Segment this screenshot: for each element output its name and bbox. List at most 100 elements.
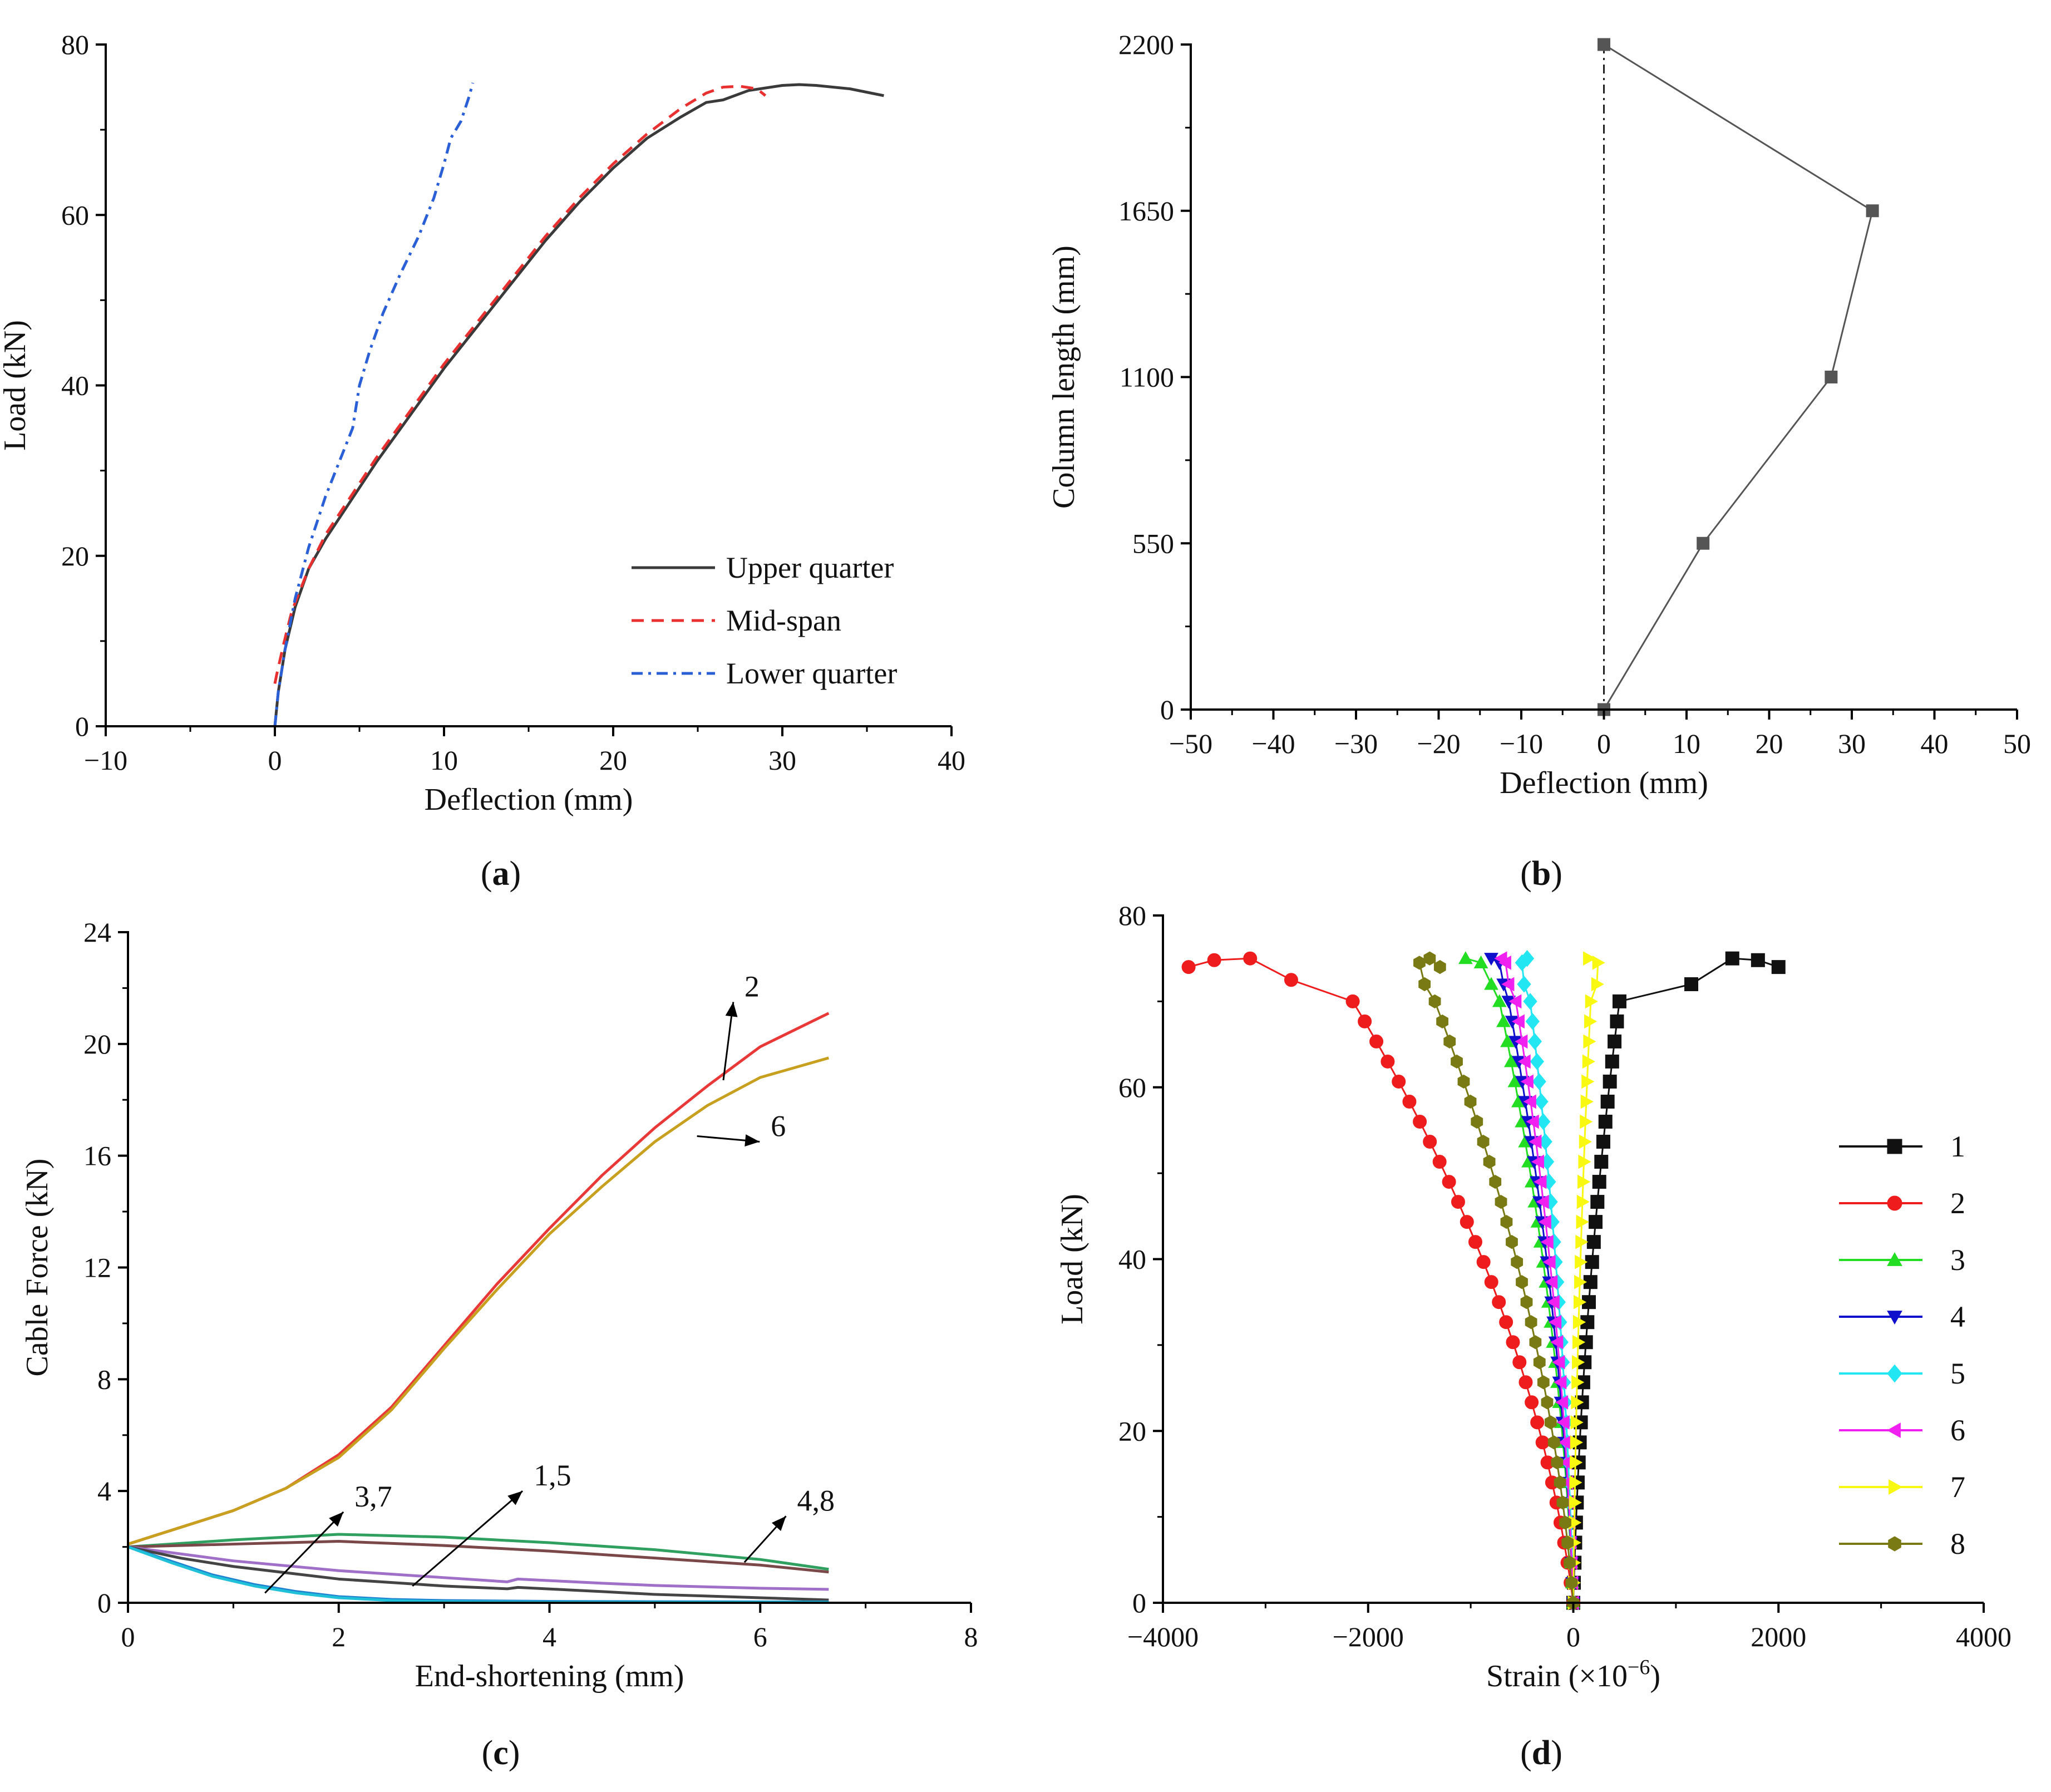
x-axis-label: Strain (×10−6) — [1486, 1656, 1660, 1693]
data-point-marker — [1544, 1415, 1557, 1430]
legend-marker — [1887, 1195, 1902, 1211]
data-point-marker — [1580, 1094, 1594, 1109]
data-point-marker — [1520, 1295, 1533, 1309]
data-point-marker — [1592, 1175, 1606, 1189]
series-line-1-5-lower- — [127, 1545, 829, 1602]
data-point-marker — [1500, 1034, 1515, 1047]
data-point-marker — [1564, 1555, 1576, 1570]
data-point-marker — [1489, 1174, 1502, 1189]
x-axis-label-sup: −6 — [1628, 1656, 1650, 1679]
data-point-marker — [1583, 951, 1596, 966]
data-point-marker — [1532, 1073, 1546, 1090]
annotation-label: 6 — [771, 1110, 786, 1143]
data-point-marker — [1516, 1275, 1528, 1289]
data-point-marker — [1540, 1234, 1554, 1249]
data-point-marker — [1571, 1375, 1585, 1390]
data-point-marker — [1561, 1535, 1574, 1550]
data-point-marker — [1418, 977, 1431, 992]
data-point-marker — [1523, 993, 1537, 1010]
panel-label-letter: d — [1532, 1734, 1551, 1772]
data-point-marker — [1569, 1495, 1582, 1510]
data-point-marker — [1511, 1014, 1525, 1029]
legend-marker — [1887, 1252, 1902, 1266]
x-tick-label: 8 — [964, 1621, 978, 1652]
data-point-marker — [1551, 1455, 1564, 1470]
x-tick-label: −4000 — [1127, 1621, 1199, 1652]
chart-panel-c: 263,71,54,80 2 4 6 804812162024End-shortenin… — [20, 917, 978, 1772]
x-tick-label: −2000 — [1333, 1621, 1404, 1652]
panel-label-open: ( — [1520, 1734, 1532, 1772]
data-point-marker — [1542, 1254, 1556, 1269]
data-point-marker — [1517, 976, 1531, 993]
x-tick-label: 0 — [1566, 1621, 1580, 1652]
panel-label-close: ) — [509, 1734, 520, 1772]
panel-label-letter: b — [1532, 855, 1551, 893]
annotation-arrowhead — [725, 1002, 738, 1017]
y-tick-label: 24 — [83, 917, 111, 948]
data-point-marker — [1541, 1395, 1554, 1410]
x-tick-label: 0 — [1597, 728, 1611, 759]
data-point-marker — [1570, 1455, 1583, 1470]
data-point-marker — [1511, 1255, 1524, 1269]
data-point-marker — [1603, 1074, 1617, 1089]
data-point-marker — [1525, 1395, 1539, 1410]
chart-panel-b: −50 −40 −30 −20 −10 0 10 20 30 40 50 0 550 1100 1650 22… — [1047, 29, 2031, 893]
data-point-marker — [1576, 1194, 1590, 1209]
data-point-marker — [1579, 1134, 1592, 1149]
legend-marker — [1887, 1139, 1902, 1154]
data-point-marker — [1494, 951, 1507, 966]
data-point-marker — [1612, 994, 1626, 1008]
panel-label: (a) — [481, 855, 521, 893]
x-tick-label: −10 — [84, 745, 127, 776]
data-point-marker — [1457, 1074, 1470, 1089]
data-point-marker — [1565, 1576, 1578, 1590]
data-point-marker — [1697, 536, 1710, 550]
annotation-label: 1,5 — [534, 1459, 571, 1492]
annotation-arrowhead — [507, 1491, 523, 1505]
series-line-1 — [1572, 957, 1779, 1603]
data-point-marker — [1575, 1254, 1588, 1269]
y-tick-label: 8 — [97, 1363, 111, 1395]
y-tick-label: 60 — [61, 199, 89, 230]
x-tick-label: 4000 — [1956, 1621, 2011, 1652]
data-point-marker — [1423, 951, 1436, 966]
y-tick-label: 60 — [1118, 1072, 1146, 1103]
data-point-marker — [1495, 1195, 1507, 1209]
annotation-label: 2 — [745, 969, 760, 1003]
data-point-marker — [1476, 1255, 1491, 1269]
y-axis-label: Cable Force (kN) — [20, 1159, 55, 1377]
data-point-marker — [1586, 1235, 1601, 1249]
data-point-marker — [1529, 1134, 1542, 1149]
data-point-marker — [1578, 1154, 1591, 1169]
data-point-marker — [1552, 1355, 1565, 1370]
data-point-marker — [1471, 1114, 1483, 1129]
data-point-marker — [1600, 1094, 1615, 1109]
data-point-marker — [1572, 1355, 1585, 1370]
y-tick-label: 16 — [83, 1140, 111, 1171]
x-tick-label: −10 — [1500, 728, 1543, 759]
data-point-marker — [1531, 1154, 1545, 1169]
data-point-marker — [1570, 1435, 1583, 1450]
annotation-label: 3,7 — [354, 1480, 392, 1513]
data-point-marker — [1866, 204, 1879, 218]
x-tick-label: 20 — [1756, 728, 1783, 759]
y-axis-label: Load (kN) — [0, 320, 32, 451]
data-point-marker — [1473, 955, 1488, 969]
x-tick-label: 30 — [1838, 728, 1866, 759]
legend-label: Mid-span — [726, 604, 841, 637]
data-point-marker — [1572, 1315, 1586, 1330]
data-point-marker — [1433, 960, 1446, 974]
data-point-marker — [1477, 1134, 1490, 1149]
y-tick-label: 80 — [1118, 900, 1146, 931]
x-tick-label: 40 — [938, 745, 965, 776]
y-axis-label: Load (kN) — [1055, 1194, 1089, 1325]
data-point-marker — [1584, 1014, 1598, 1029]
data-point-marker — [1582, 1054, 1595, 1069]
x-axis-label-text: Deflection (mm) — [425, 782, 633, 817]
y-tick-label: 20 — [61, 540, 89, 572]
legend-label: 3 — [1950, 1243, 1965, 1277]
data-point-marker — [1492, 994, 1507, 1007]
annotation-label: 4,8 — [797, 1484, 835, 1517]
